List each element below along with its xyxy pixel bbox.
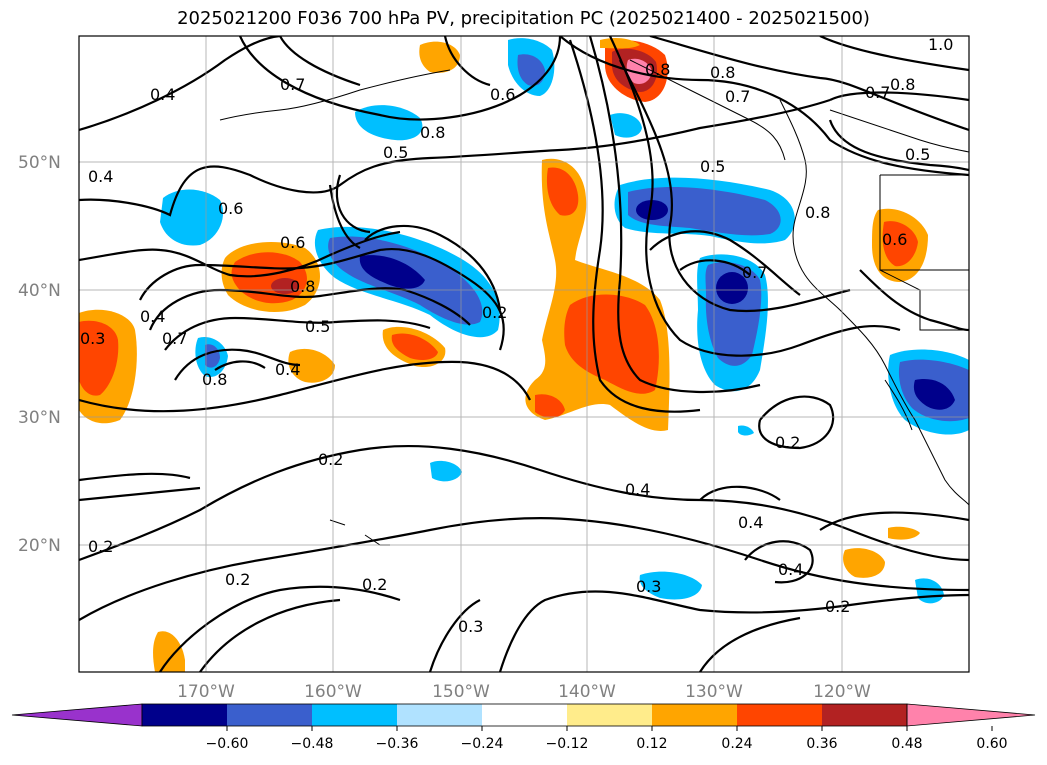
contour-label: 0.7 [742,263,767,282]
contour-label: 0.2 [225,570,250,589]
lat-label-50n: 50°N [18,153,61,173]
colorbar-ticks: −0.60 −0.48 −0.36 −0.24 −0.12 0.12 0.24 0.36 0.4… [206,726,1008,752]
colorbar-segments [11,703,1036,727]
map-title: 2025021200 F036 700 hPa PV, precipitatio… [177,8,870,29]
contour-label: 0.8 [890,75,915,94]
lon-label-170w: 170°W [177,682,235,702]
contour-label: 0.4 [738,513,763,532]
colorbar-frame [141,703,908,727]
contour-label: 0.7 [865,83,890,102]
colorbar-tick-label: −0.60 [206,736,249,752]
plot-frame [78,35,970,673]
contour-label: 0.2 [362,575,387,594]
lat-label-30n: 30°N [18,408,61,428]
colorbar-tick-label: 0.60 [976,736,1007,752]
colorbar-tick-label: 0.24 [721,736,752,752]
lon-label-140w: 140°W [558,682,616,702]
contour-label: 0.7 [725,87,750,106]
contour-label: 0.5 [383,143,408,162]
contour-label: 0.5 [905,145,930,164]
colorbar-tick-label: 0.48 [891,736,922,752]
latitude-labels: 50°N 40°N 30°N 20°N [18,153,61,556]
contour-label: 0.3 [636,577,661,596]
colorbar-extend-low [11,703,143,727]
lon-label-130w: 130°W [685,682,743,702]
lon-label-120w: 120°W [813,682,871,702]
contour-label: 0.6 [882,230,907,249]
contour-label: 0.4 [275,360,300,379]
colorbar-segment [142,704,227,726]
contour-label: 0.3 [80,329,105,348]
lon-label-150w: 150°W [432,682,490,702]
colorbar-segment [652,704,737,726]
colorbar-tick-label: −0.48 [291,736,334,752]
contour-label: 0.2 [775,433,800,452]
colorbar-segment [312,704,397,726]
colorbar-tick-label: −0.12 [546,736,589,752]
colorbar-tick-label: −0.36 [376,736,419,752]
colorbar-tick-label: −0.24 [461,736,504,752]
contour-label: 0.2 [825,597,850,616]
colorbar-segment [567,704,652,726]
map-grid [79,36,969,672]
contour-label: 0.4 [88,167,113,186]
contour-label: 0.5 [305,317,330,336]
colorbar-segment [482,704,567,726]
contour-label: 0.2 [318,450,343,469]
colorbar-segment [227,704,312,726]
contour-label: 0.6 [490,85,515,104]
contour-label: 0.6 [280,233,305,252]
lat-label-20n: 20°N [18,536,61,556]
contour-label: 0.4 [625,480,650,499]
contour-label: 0.5 [700,157,725,176]
contour-label: 0.4 [140,307,165,326]
contour-label: 0.2 [88,537,113,556]
contour-label: 0.4 [778,560,803,579]
longitude-labels: 170°W 160°W 150°W 140°W 130°W 120°W [177,682,871,702]
lon-label-160w: 160°W [304,682,362,702]
lat-label-40n: 40°N [18,281,61,301]
contour-label: 0.8 [645,60,670,79]
contour-label: 0.6 [218,199,243,218]
contour-label: 1.0 [928,35,953,54]
contour-labels: 0.4 0.7 0.6 0.8 0.5 0.8 0.8 0.7 0.8 1.0 … [80,35,953,636]
colorbar-extend-high [906,703,1036,727]
colorbar-segment [737,704,822,726]
contour-label: 0.8 [710,63,735,82]
contour-label: 0.7 [162,329,187,348]
colorbar-tick-label: 0.36 [806,736,837,752]
colorbar-tick-label: 0.12 [636,736,667,752]
contour-label: 0.2 [482,303,507,322]
colorbar: −0.60 −0.48 −0.36 −0.24 −0.12 0.12 0.24 0.36 0.4… [11,703,1036,752]
contour-label: 0.8 [420,123,445,142]
pv-contours [79,36,969,672]
contour-label: 0.8 [805,203,830,222]
contour-label: 0.7 [280,75,305,94]
colorbar-segment [397,704,482,726]
colorbar-segment [822,704,907,726]
contour-label: 0.8 [290,277,315,296]
contour-label: 0.4 [150,85,175,104]
contour-label: 0.8 [202,370,227,389]
contour-label: 0.3 [458,617,483,636]
